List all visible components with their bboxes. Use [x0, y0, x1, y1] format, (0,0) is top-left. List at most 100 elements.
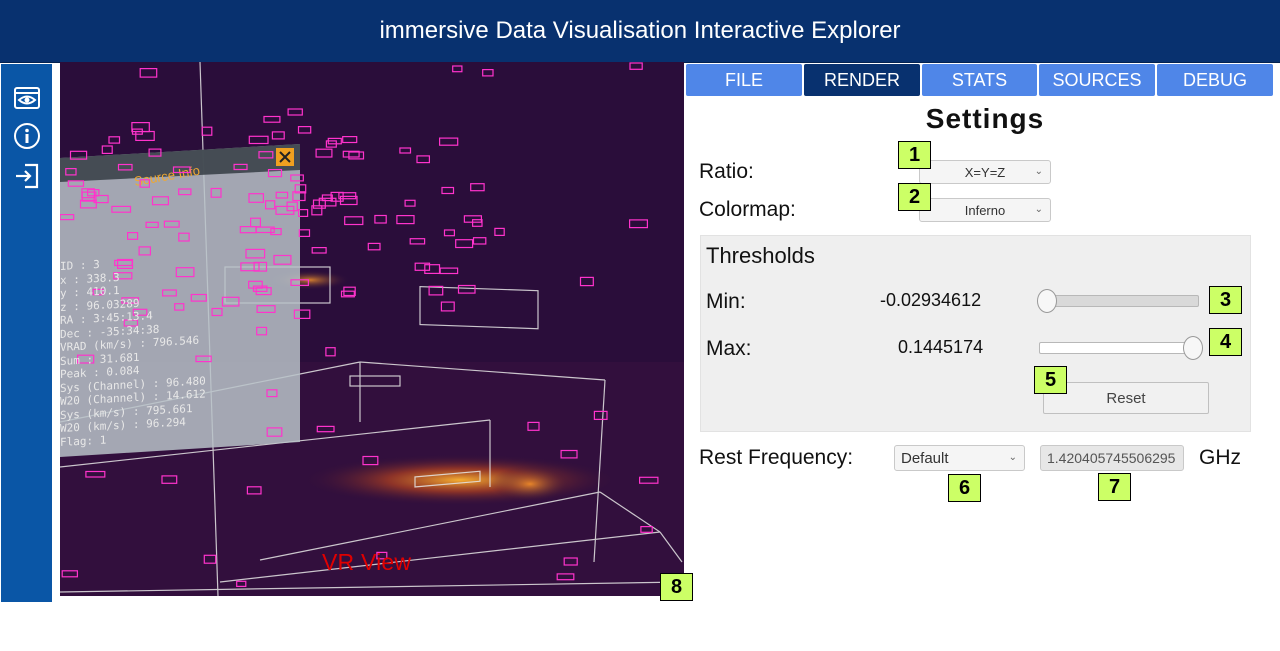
max-label: Max: [706, 337, 752, 360]
source-marker [399, 147, 412, 154]
source-marker [330, 191, 344, 202]
min-slider-handle[interactable] [1037, 289, 1057, 313]
source-marker [560, 449, 578, 459]
badge-5: 5 [1034, 366, 1067, 394]
source-marker [311, 205, 323, 216]
source-marker [139, 179, 150, 188]
source-marker [67, 180, 85, 187]
rest-frequency-label: Rest Frequency: [699, 446, 854, 469]
tab-file[interactable]: FILE [686, 64, 802, 96]
source-marker [248, 193, 264, 203]
source-marker [270, 228, 282, 236]
source-marker [340, 290, 355, 298]
source-marker [439, 267, 459, 275]
max-slider[interactable] [1039, 342, 1193, 354]
ratio-label: Ratio: [699, 160, 754, 183]
ratio-value: X=Y=Z [964, 164, 1006, 180]
tab-stats[interactable]: STATS [922, 64, 1037, 96]
colormap-select[interactable]: Inferno ⌄ [919, 198, 1051, 222]
source-marker [240, 262, 260, 272]
source-marker [265, 200, 276, 210]
source-marker [248, 280, 263, 289]
source-marker [439, 137, 459, 146]
vr-scene: Source Info [60, 62, 684, 596]
max-value: 0.1445174 [898, 337, 984, 357]
source-marker [253, 261, 268, 272]
source-marker [318, 197, 337, 207]
source-marker [325, 347, 336, 357]
settings-title: Settings [925, 103, 1045, 134]
source-marker [290, 279, 309, 287]
source-marker [367, 242, 381, 251]
eye-icon[interactable] [13, 84, 41, 112]
source-marker [563, 557, 578, 566]
source-marker [374, 214, 387, 224]
source-marker [263, 115, 281, 123]
source-marker [342, 135, 358, 144]
source-marker [293, 309, 311, 320]
source-marker [404, 199, 416, 207]
tab-sources[interactable]: SOURCES [1039, 64, 1155, 96]
source-marker [126, 232, 139, 240]
info-icon[interactable] [13, 122, 41, 150]
source-marker [472, 219, 483, 227]
source-marker [85, 470, 106, 478]
source-marker [472, 237, 487, 245]
exit-icon[interactable] [13, 162, 41, 190]
source-marker [424, 264, 441, 274]
source-marker [463, 215, 482, 223]
source-marker [79, 199, 97, 209]
source-marker [69, 150, 88, 160]
source-marker [245, 248, 266, 259]
badge-8: 8 [660, 573, 693, 601]
source-marker [298, 209, 309, 218]
chevron-down-icon: ⌄ [1034, 204, 1043, 215]
source-marker [409, 238, 426, 245]
source-marker [321, 194, 333, 202]
source-marker [233, 163, 248, 171]
source-marker [172, 166, 191, 174]
min-label: Min: [706, 290, 746, 313]
source-marker [93, 194, 109, 204]
source-marker [457, 284, 476, 294]
source-marker [294, 184, 307, 194]
source-marker [174, 303, 185, 311]
source-marker [342, 150, 360, 158]
source-marker [145, 221, 159, 229]
source-marker [151, 196, 169, 206]
source-marker [376, 551, 388, 560]
source-marker [266, 389, 278, 398]
source-marker [255, 226, 275, 234]
thresholds-panel: Thresholds Min: -0.02934612 Max: 0.14451… [700, 235, 1251, 432]
source-marker [161, 289, 177, 297]
source-marker [271, 131, 285, 140]
source-marker [267, 168, 283, 178]
source-marker [246, 486, 262, 495]
source-marker [256, 326, 268, 336]
rest-frequency-input[interactable]: 1.420405745506295 [1040, 445, 1184, 471]
badge-1: 1 [898, 141, 931, 169]
max-slider-handle[interactable] [1183, 336, 1203, 360]
source-marker [455, 239, 474, 249]
source-marker [440, 301, 455, 312]
source-marker [92, 288, 104, 296]
min-slider[interactable] [1041, 295, 1199, 307]
tab-debug[interactable]: DEBUG [1157, 64, 1273, 96]
source-marker [121, 297, 140, 304]
source-marker [315, 148, 333, 158]
badge-4: 4 [1209, 328, 1242, 356]
source-marker [139, 67, 158, 78]
source-marker [252, 285, 268, 293]
source-marker [161, 475, 178, 484]
sidebar [1, 64, 52, 602]
rest-frequency-select[interactable]: Default ⌄ [894, 445, 1025, 471]
reset-button[interactable]: Reset [1043, 382, 1209, 414]
source-marker [593, 410, 608, 420]
source-marker [266, 427, 283, 437]
source-marker [117, 163, 133, 171]
source-marker [470, 183, 485, 192]
tab-render[interactable]: RENDER [804, 64, 920, 96]
ratio-select[interactable]: X=Y=Z ⌄ [919, 160, 1051, 184]
